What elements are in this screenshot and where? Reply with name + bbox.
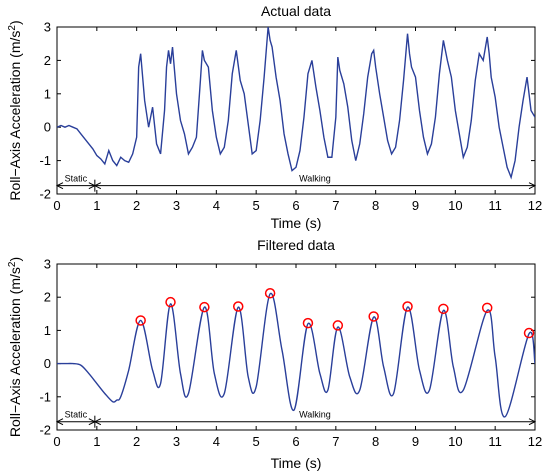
y-tick-label: -1 [39,153,51,168]
peak-marker [368,311,379,322]
y-tick-label: -1 [39,389,51,404]
chart-title: Filtered data [257,237,335,253]
peak-marker [302,317,314,329]
peak-marker [165,296,176,308]
chart-title: Actual data [261,3,331,19]
x-tick-label: 2 [133,434,140,449]
y-tick-label: 1 [44,86,51,101]
annotation-arrowhead-left [55,182,64,190]
y-tick-label: 3 [44,257,51,272]
x-axis-label: Time (s) [271,455,322,471]
annotation-label: Static [65,410,88,420]
y-tick-label: -2 [39,423,51,438]
y-axis-label: Roll−Axis Acceleration (m/s2) [7,257,23,437]
annotation-label: Walking [299,410,331,420]
peak-marker [523,327,535,339]
peak-marker [402,301,413,312]
x-tick-label: 10 [448,198,462,213]
y-tick-label: 3 [44,20,51,35]
x-tick-label: 7 [332,198,339,213]
x-tick-label: 8 [372,198,379,213]
peak-marker [199,301,210,313]
series-line [57,27,535,180]
x-tick-label: 2 [133,198,140,213]
peak-marker [135,315,146,326]
y-tick-label: 0 [44,120,51,135]
x-tick-label: 0 [53,198,60,213]
peak-marker [264,287,276,299]
x-tick-label: 7 [332,434,339,449]
peak-marker [481,302,493,314]
x-tick-label: 3 [173,198,180,213]
x-tick-label: 12 [528,434,542,449]
peak-marker [232,301,244,312]
annotation-label: Static [65,174,88,184]
annotation-label: Walking [299,174,331,184]
x-tick-label: 0 [53,434,60,449]
x-tick-label: 4 [213,434,220,449]
y-axis-label: Roll−Axis Acceleration (m/s2) [7,20,23,200]
y-tick-label: 0 [44,356,51,371]
annotation-arrowhead-left [55,418,64,426]
x-tick-label: 5 [253,198,260,213]
x-axis-label: Time (s) [271,215,322,231]
x-tick-label: 4 [213,198,220,213]
y-tick-label: 1 [44,323,51,338]
peak-marker [332,320,344,331]
annotation-arrowhead-right [528,418,537,426]
y-tick-label: -2 [39,187,51,202]
x-tick-label: 6 [292,434,299,449]
x-tick-label: 1 [93,434,100,449]
x-tick-label: 10 [448,434,462,449]
x-tick-label: 11 [488,198,502,213]
plot-area-frame [56,26,536,195]
x-tick-label: 5 [253,434,260,449]
x-tick-label: 9 [412,198,419,213]
x-tick-label: 1 [93,198,100,213]
y-tick-label: 2 [44,290,51,305]
x-tick-label: 12 [528,198,542,213]
annotation-arrowhead-right [528,182,537,190]
x-tick-label: 8 [372,434,379,449]
y-tick-label: 2 [44,53,51,68]
x-tick-label: 9 [412,434,419,449]
peak-marker [438,303,449,315]
x-tick-label: 6 [292,198,299,213]
x-tick-label: 3 [173,434,180,449]
x-tick-label: 11 [488,434,502,449]
series-line [57,292,535,418]
